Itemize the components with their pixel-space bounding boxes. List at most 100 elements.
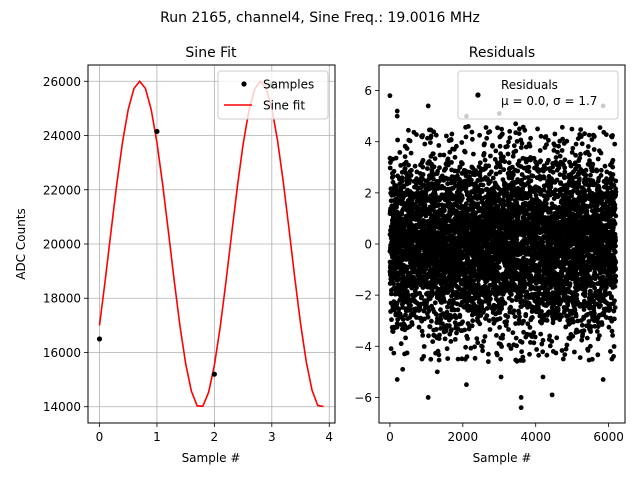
residual-point <box>482 283 488 289</box>
residual-point <box>500 131 505 137</box>
residual-point <box>427 324 433 330</box>
residual-point <box>562 175 567 180</box>
residual-point <box>481 308 486 314</box>
residual-point <box>443 166 448 172</box>
y-tick-label: 4 <box>364 135 372 149</box>
residual-point <box>554 177 560 183</box>
sine-fit-y-label: ADC Counts <box>14 208 28 280</box>
residual-point <box>488 153 493 159</box>
residual-point <box>448 137 454 143</box>
residual-point <box>556 165 562 171</box>
residual-point <box>477 132 482 138</box>
residual-point <box>465 124 471 129</box>
residual-point <box>425 314 431 320</box>
residual-point <box>393 184 399 190</box>
residual-point <box>538 133 544 139</box>
residual-point <box>544 201 549 206</box>
residual-point <box>506 327 511 332</box>
residual-point <box>432 156 438 162</box>
residual-point <box>466 326 472 332</box>
residual-point <box>388 346 394 352</box>
residual-point <box>547 209 553 215</box>
residuals-x-ticks: 0 2000 4000 6000 <box>386 423 624 444</box>
residual-point <box>562 157 568 163</box>
residual-point <box>414 132 419 138</box>
residual-point <box>520 358 526 363</box>
residual-point <box>539 309 544 314</box>
residual-point <box>433 132 439 138</box>
residual-point <box>526 169 532 175</box>
residual-point <box>482 141 487 147</box>
residual-point <box>420 164 426 170</box>
residual-point <box>484 135 490 141</box>
residual-point <box>466 206 472 212</box>
residual-point <box>534 347 539 352</box>
residual-point <box>477 173 483 179</box>
residual-point <box>520 354 526 360</box>
residual-point <box>503 322 509 328</box>
residual-point <box>404 146 410 151</box>
residual-point <box>502 300 508 306</box>
residual-point <box>472 355 478 361</box>
residual-point <box>486 318 492 323</box>
residual-point <box>555 306 561 312</box>
residual-point <box>539 320 544 326</box>
residual-point <box>400 317 406 322</box>
residual-point <box>499 344 504 349</box>
residual-point <box>517 314 522 320</box>
residual-point <box>422 202 428 208</box>
residual-point <box>505 208 510 213</box>
residual-point <box>514 139 520 144</box>
residual-point <box>455 356 461 362</box>
y-tick-label: 24000 <box>43 129 81 143</box>
residual-point <box>531 340 537 346</box>
residual-point <box>457 314 463 320</box>
residual-point <box>515 179 521 185</box>
residual-point <box>460 319 465 325</box>
residual-point <box>404 350 410 356</box>
residual-point <box>507 135 513 141</box>
residual-point <box>436 336 442 341</box>
residual-point <box>517 126 522 132</box>
sine-fit-axes-frame <box>87 64 336 424</box>
residual-point <box>395 137 400 143</box>
y-tick-label: 6 <box>364 84 372 98</box>
residual-point <box>541 235 547 241</box>
residual-point <box>546 137 551 143</box>
residual-point <box>527 193 533 199</box>
residual-point <box>445 356 451 361</box>
residual-point <box>554 335 560 341</box>
x-tick-label: 0 <box>386 430 394 444</box>
residual-point <box>406 127 411 133</box>
residual-point <box>528 340 533 345</box>
residual-point <box>479 344 485 350</box>
residual-point <box>494 352 500 358</box>
residual-point <box>477 160 483 166</box>
residual-point <box>414 285 419 290</box>
residual-point <box>403 335 408 341</box>
residual-point <box>447 149 453 155</box>
residual-point <box>493 171 499 177</box>
residual-point <box>486 351 491 357</box>
x-tick-label: 1 <box>153 430 161 444</box>
residual-point <box>493 164 499 170</box>
residual-point <box>478 313 484 318</box>
residual-point <box>508 304 513 310</box>
residual-point <box>525 321 531 327</box>
residual-point <box>471 278 476 284</box>
residual-point <box>496 265 502 271</box>
residual-point <box>431 176 436 182</box>
residual-point <box>559 348 565 353</box>
residual-point <box>527 143 533 149</box>
residuals-scatter-points <box>387 93 619 411</box>
residual-point <box>563 346 569 352</box>
residual-point <box>452 154 458 160</box>
sine-fit-grid <box>88 65 335 423</box>
residual-point <box>448 339 454 344</box>
residual-point <box>534 162 540 168</box>
residual-point <box>557 153 563 159</box>
residual-point <box>420 172 426 177</box>
residual-point <box>455 307 461 313</box>
residual-point <box>556 295 562 301</box>
